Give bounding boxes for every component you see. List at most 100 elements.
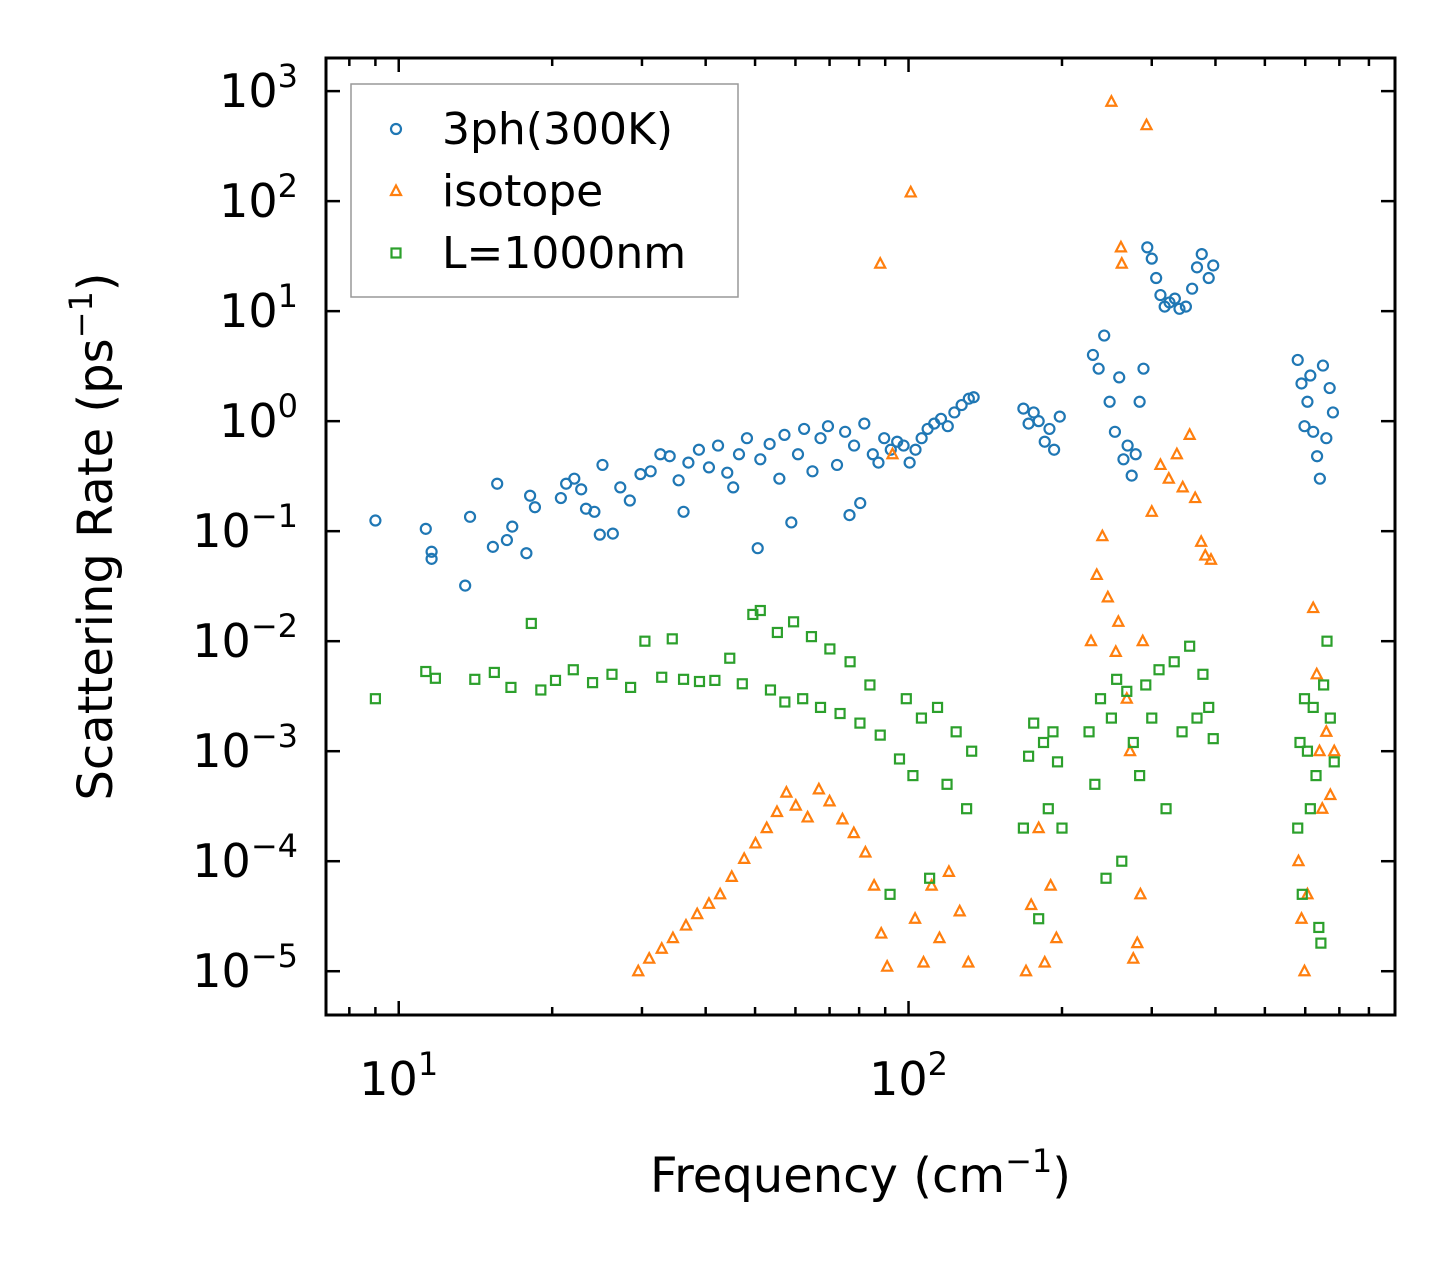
data-point-1-63 bbox=[1194, 533, 1208, 547]
series-isotope bbox=[631, 93, 1342, 977]
data-point-0-35 bbox=[727, 481, 740, 494]
data-point-1-71 bbox=[1309, 666, 1324, 680]
data-point-2-77 bbox=[1292, 822, 1304, 834]
data-point-2-78 bbox=[1294, 736, 1306, 749]
data-point-2-33 bbox=[854, 717, 866, 729]
data-point-0-68 bbox=[948, 406, 961, 419]
data-point-0-89 bbox=[1129, 448, 1142, 461]
data-point-1-20 bbox=[858, 844, 873, 858]
data-point-0-29 bbox=[677, 505, 690, 518]
data-point-0-69 bbox=[955, 398, 968, 412]
data-point-1-66 bbox=[1291, 853, 1306, 867]
data-point-0-21 bbox=[606, 527, 619, 540]
data-point-0-71 bbox=[967, 391, 980, 404]
data-point-2-5 bbox=[505, 681, 517, 694]
data-point-0-57 bbox=[878, 432, 891, 445]
data-point-0-83 bbox=[1103, 395, 1116, 408]
y-tick-label-base: 10 bbox=[192, 834, 251, 888]
y-tick-label-4: 10−1 bbox=[192, 497, 298, 558]
data-point-1-31 bbox=[942, 864, 956, 877]
y-tick-label-base: 10 bbox=[192, 614, 251, 668]
data-point-0-18 bbox=[588, 505, 601, 518]
data-point-2-53 bbox=[1047, 726, 1059, 738]
data-point-2-87 bbox=[1318, 679, 1330, 691]
data-point-0-28 bbox=[672, 474, 685, 487]
data-point-1-64 bbox=[1198, 547, 1213, 561]
data-point-1-39 bbox=[1049, 930, 1064, 944]
data-point-1-52 bbox=[1130, 935, 1145, 949]
data-point-0-67 bbox=[941, 420, 954, 433]
data-point-1-19 bbox=[846, 825, 861, 839]
data-point-2-63 bbox=[1121, 685, 1133, 697]
legend-marker-1 bbox=[389, 183, 403, 197]
data-point-0-98 bbox=[1168, 292, 1181, 305]
data-point-1-6 bbox=[702, 895, 716, 909]
data-point-1-67 bbox=[1294, 910, 1309, 924]
data-point-1-70 bbox=[1306, 600, 1321, 614]
y-tick-label-base: 10 bbox=[192, 504, 251, 558]
x-tick-label-1: 102 bbox=[869, 1045, 948, 1106]
data-point-1-76 bbox=[1327, 743, 1342, 757]
data-point-1-13 bbox=[779, 784, 794, 798]
x-tick-label-0: 101 bbox=[359, 1045, 438, 1106]
data-point-1-17 bbox=[822, 793, 837, 807]
data-point-0-19 bbox=[593, 528, 606, 541]
data-point-0-51 bbox=[843, 508, 856, 522]
data-point-2-82 bbox=[1304, 803, 1316, 815]
data-point-1-42 bbox=[1095, 528, 1110, 542]
data-point-0-6 bbox=[486, 540, 499, 553]
y-tick-label-exp: 0 bbox=[278, 387, 298, 425]
data-point-2-25 bbox=[779, 696, 791, 708]
data-point-0-110 bbox=[1304, 369, 1317, 382]
data-point-2-58 bbox=[1094, 693, 1107, 705]
legend-marker-2 bbox=[390, 247, 402, 259]
data-point-2-50 bbox=[1033, 913, 1045, 925]
data-point-0-92 bbox=[1141, 241, 1154, 254]
data-point-2-90 bbox=[1328, 756, 1340, 768]
data-point-2-71 bbox=[1176, 726, 1188, 738]
data-point-2-18 bbox=[709, 674, 721, 687]
data-point-0-27 bbox=[663, 450, 676, 463]
data-point-2-30 bbox=[824, 643, 836, 655]
data-point-2-62 bbox=[1116, 855, 1128, 867]
data-point-0-58 bbox=[884, 443, 897, 456]
data-point-2-88 bbox=[1321, 635, 1333, 647]
data-point-2-12 bbox=[625, 681, 637, 694]
legend-label-0: 3ph(300K) bbox=[442, 104, 673, 155]
data-point-2-79 bbox=[1296, 888, 1308, 900]
data-point-1-59 bbox=[1170, 446, 1184, 460]
data-point-1-55 bbox=[1139, 117, 1154, 131]
data-point-2-69 bbox=[1160, 803, 1172, 815]
data-point-2-7 bbox=[535, 684, 547, 696]
data-point-1-58 bbox=[1161, 470, 1176, 484]
data-point-2-32 bbox=[844, 656, 856, 668]
data-point-2-15 bbox=[666, 633, 678, 645]
data-point-0-81 bbox=[1092, 362, 1105, 375]
data-point-2-40 bbox=[915, 712, 928, 724]
data-point-0-53 bbox=[854, 496, 867, 510]
data-point-0-115 bbox=[1320, 432, 1333, 445]
data-point-0-108 bbox=[1298, 420, 1311, 433]
data-point-0-99 bbox=[1173, 302, 1186, 315]
data-point-2-4 bbox=[488, 666, 500, 679]
data-point-1-46 bbox=[1111, 613, 1126, 627]
data-point-0-5 bbox=[463, 510, 477, 523]
data-point-1-24 bbox=[873, 255, 888, 269]
data-point-0-113 bbox=[1313, 472, 1326, 485]
data-point-2-43 bbox=[941, 778, 953, 790]
data-point-1-56 bbox=[1144, 503, 1159, 517]
data-point-1-72 bbox=[1312, 743, 1327, 757]
data-point-0-106 bbox=[1291, 353, 1304, 367]
data-point-1-15 bbox=[800, 809, 815, 823]
data-point-2-64 bbox=[1127, 736, 1139, 749]
data-point-2-16 bbox=[677, 673, 690, 685]
data-point-1-53 bbox=[1133, 886, 1148, 900]
y-tick-label-exp: −4 bbox=[251, 827, 298, 865]
data-point-2-22 bbox=[754, 604, 766, 617]
data-point-1-49 bbox=[1119, 690, 1134, 704]
data-point-1-26 bbox=[903, 184, 918, 198]
data-point-1-33 bbox=[961, 954, 976, 968]
y-tick-label-base: 10 bbox=[219, 64, 278, 118]
data-point-0-4 bbox=[459, 579, 472, 592]
data-point-1-0 bbox=[631, 963, 646, 977]
